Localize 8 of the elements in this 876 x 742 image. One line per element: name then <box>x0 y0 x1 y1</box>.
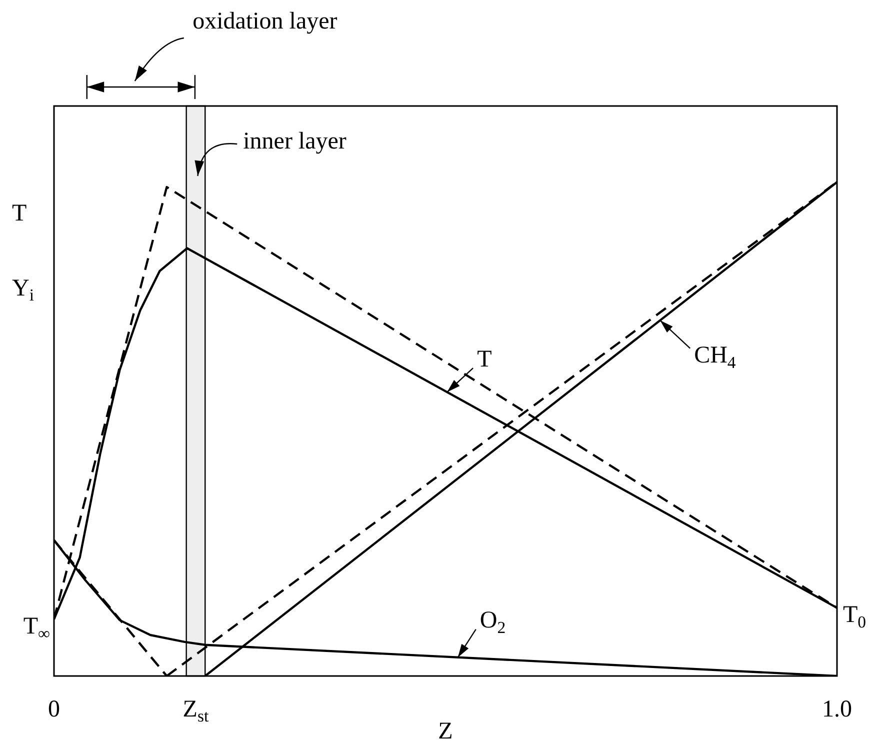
series-label: T <box>477 346 492 372</box>
annotation: T∞ <box>23 613 50 643</box>
x-axis-title: Z <box>438 718 453 742</box>
band-label: inner layer <box>243 128 346 154</box>
text: oxidation layer <box>192 8 338 34</box>
x-tick-label: 1.0 <box>822 696 852 722</box>
text: T <box>12 200 27 226</box>
x-tick-label: 0 <box>48 696 60 722</box>
